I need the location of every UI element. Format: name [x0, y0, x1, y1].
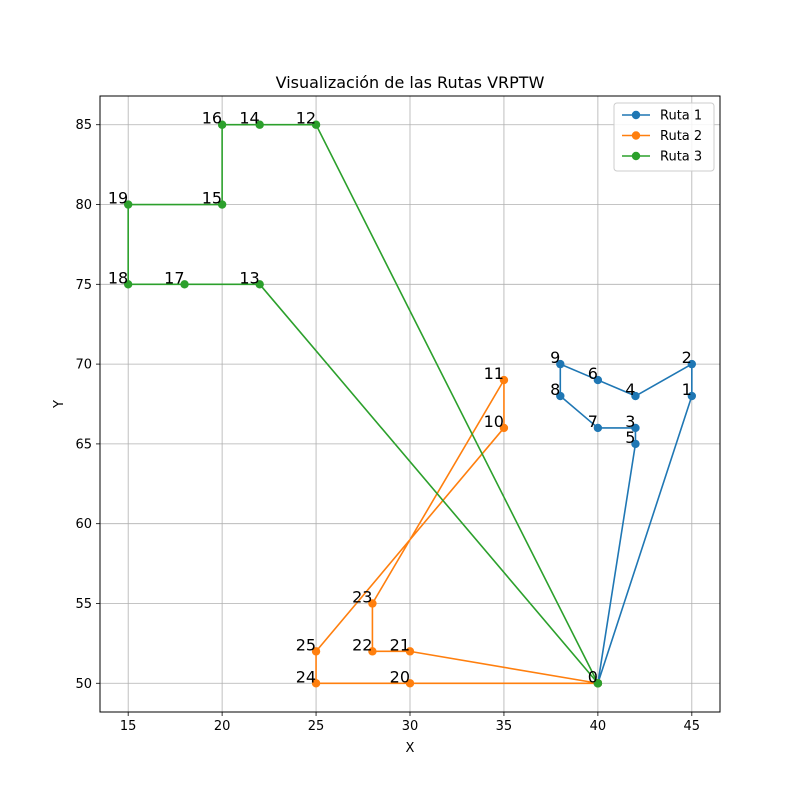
point-label: 19 — [108, 189, 128, 208]
legend-label: Ruta 2 — [660, 129, 702, 144]
point-label: 5 — [625, 428, 635, 447]
point-label: 21 — [390, 635, 410, 654]
legend-item: Ruta 1 — [622, 109, 702, 124]
point-label: 25 — [296, 635, 316, 654]
x-tick-label: 15 — [120, 719, 137, 734]
x-tick-label: 25 — [308, 719, 325, 734]
series-line — [315, 379, 599, 685]
point-label: 23 — [352, 587, 372, 606]
data-point — [368, 647, 377, 656]
x-tick-label: 30 — [402, 719, 419, 734]
point-label: 22 — [352, 635, 372, 654]
data-point — [217, 120, 227, 129]
data-point — [593, 679, 603, 688]
data-point — [311, 647, 321, 656]
legend-label: Ruta 1 — [660, 109, 702, 124]
legend-marker — [631, 131, 641, 140]
data-point — [311, 120, 321, 129]
data-point — [255, 120, 264, 129]
y-tick-label: 75 — [75, 278, 92, 293]
point-label: 20 — [390, 667, 410, 686]
series-route-3 — [123, 120, 603, 688]
data-point — [556, 391, 565, 401]
series-layer — [123, 120, 697, 688]
point-label: 18 — [108, 268, 128, 287]
y-tick-label: 70 — [75, 358, 92, 373]
point-label: 4 — [625, 380, 635, 399]
point-label: 2 — [682, 348, 692, 367]
x-tick-label: 35 — [496, 719, 513, 734]
series-route-1 — [556, 359, 697, 688]
point-label: 8 — [550, 380, 560, 399]
data-point — [255, 280, 264, 289]
point-label: 9 — [550, 348, 560, 367]
point-label: 0 — [588, 667, 598, 686]
legend-item: Ruta 3 — [622, 150, 702, 165]
point-label: 7 — [588, 412, 598, 431]
series-line — [127, 123, 599, 684]
point-label: 13 — [239, 268, 259, 287]
data-point — [556, 359, 565, 369]
data-point — [631, 439, 640, 449]
y-tick-label: 60 — [75, 517, 92, 532]
data-point — [631, 391, 640, 401]
legend: Ruta 1 Ruta 2 Ruta 3 — [613, 102, 715, 172]
point-label: 17 — [164, 268, 184, 287]
y-tick-label: 80 — [75, 198, 92, 213]
point-label: 24 — [296, 667, 316, 686]
data-point — [123, 200, 133, 209]
data-point — [405, 679, 415, 688]
point-label: 3 — [625, 412, 635, 431]
legend-marker — [631, 110, 641, 120]
data-point — [368, 599, 377, 608]
data-point — [405, 647, 415, 656]
x-tick-label: 20 — [214, 719, 231, 734]
legend-marker — [631, 151, 641, 161]
x-tick-label: 45 — [684, 719, 701, 734]
data-point — [217, 200, 227, 209]
data-point — [499, 375, 509, 385]
legend-item: Ruta 2 — [622, 129, 702, 144]
x-axis-label: X — [406, 741, 415, 756]
grid-lines — [100, 96, 720, 712]
point-label: 11 — [484, 364, 504, 383]
y-axis-label: Y — [52, 400, 67, 409]
point-label: 16 — [202, 109, 222, 128]
data-point — [593, 375, 603, 385]
data-point — [180, 280, 189, 289]
x-tick-label: 40 — [590, 719, 607, 734]
data-point — [311, 679, 321, 688]
point-label: 10 — [484, 412, 504, 431]
data-point — [593, 423, 603, 433]
data-point — [687, 359, 697, 369]
y-tick-label: 85 — [75, 118, 92, 133]
data-point — [123, 280, 133, 289]
point-label: 6 — [588, 364, 598, 383]
y-tick-label: 50 — [75, 677, 92, 692]
point-label: 12 — [296, 109, 316, 128]
data-point — [631, 423, 640, 433]
data-point — [687, 391, 697, 401]
legend-label: Ruta 3 — [660, 150, 702, 165]
chart-title: Visualización de las Rutas VRPTW — [276, 73, 545, 92]
plot-frame — [99, 95, 721, 713]
point-label: 1 — [682, 380, 692, 399]
y-tick-label: 65 — [75, 437, 92, 452]
data-point — [499, 423, 509, 433]
point-label: 15 — [202, 189, 222, 208]
point-label: 14 — [239, 109, 259, 128]
y-tick-label: 55 — [75, 597, 92, 612]
